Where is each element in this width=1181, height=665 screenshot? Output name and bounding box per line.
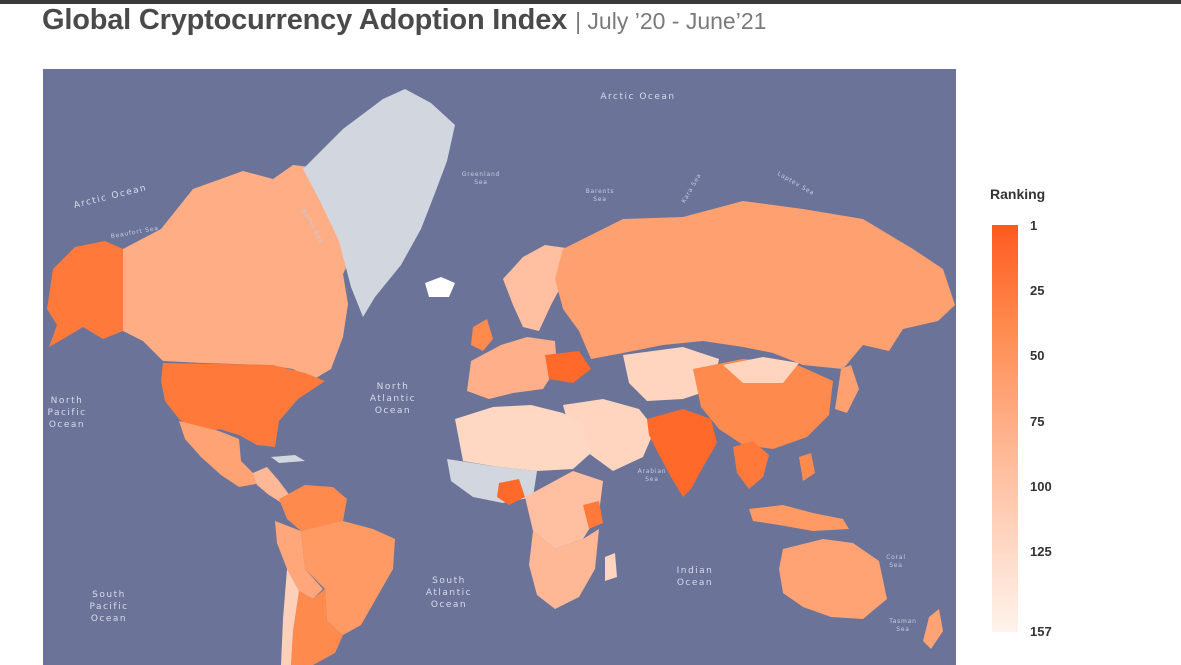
label-tasman-sea-2: Sea	[896, 626, 910, 633]
country-canada[interactable]	[123, 165, 358, 381]
label-arctic-ocean-top: Arctic Ocean	[600, 92, 675, 102]
label-barents-sea-1: Barents	[586, 188, 615, 195]
country-central-america[interactable]	[253, 467, 291, 505]
country-central-africa[interactable]	[525, 471, 603, 549]
label-greenland-sea-1: Greenland	[462, 171, 500, 178]
country-central-asia[interactable]	[623, 347, 719, 401]
country-madagascar[interactable]	[605, 553, 617, 581]
label-south-pacific-1: South	[92, 590, 126, 600]
legend-tick-50: 50	[1030, 348, 1045, 363]
country-chile[interactable]	[281, 569, 299, 665]
country-southern-africa[interactable]	[529, 529, 599, 609]
country-middle-east[interactable]	[563, 399, 655, 471]
label-coral-sea-1: Coral	[886, 554, 906, 561]
label-north-pacific-1: North	[51, 396, 84, 406]
label-south-atlantic-2: Atlantic	[426, 588, 472, 598]
label-tasman-sea-1: Tasman	[888, 618, 917, 625]
world-map[interactable]: Arctic Ocean Arctic Ocean North Pacific …	[43, 69, 956, 665]
label-indian-ocean-1: Indian	[677, 566, 714, 576]
label-south-pacific-2: Pacific	[89, 602, 128, 612]
legend-tick-100: 100	[1030, 479, 1052, 494]
label-north-atlantic-2: Atlantic	[370, 394, 416, 404]
label-north-atlantic-1: North	[377, 382, 410, 392]
country-southeast-asia[interactable]	[733, 441, 769, 489]
country-mongolia[interactable]	[723, 357, 799, 383]
country-kenya[interactable]	[583, 501, 603, 529]
country-argentina[interactable]	[291, 589, 343, 665]
label-arabian-sea-2: Sea	[645, 476, 659, 483]
country-australia[interactable]	[779, 539, 887, 619]
label-barents-sea-2: Sea	[593, 196, 607, 203]
ranking-legend: Ranking 1 25 50 75 100 125 157	[985, 184, 1095, 644]
label-north-pacific-3: Ocean	[49, 420, 85, 430]
country-india[interactable]	[647, 409, 717, 497]
country-peru-bolivia[interactable]	[275, 521, 323, 599]
country-uk[interactable]	[471, 319, 493, 351]
country-nigeria[interactable]	[497, 479, 525, 505]
country-cuba[interactable]	[271, 455, 305, 463]
country-japan[interactable]	[835, 365, 859, 413]
label-greenland-sea-2: Sea	[474, 179, 488, 186]
label-south-atlantic-1: South	[432, 576, 466, 586]
legend-tick-157: 157	[1030, 624, 1052, 639]
label-north-atlantic-3: Ocean	[375, 406, 411, 416]
country-indonesia[interactable]	[749, 505, 849, 531]
world-map-svg: Arctic Ocean Arctic Ocean North Pacific …	[43, 69, 956, 665]
legend-tick-1: 1	[1030, 218, 1038, 233]
country-brazil[interactable]	[301, 521, 395, 635]
country-north-africa[interactable]	[455, 405, 591, 471]
label-indian-ocean-2: Ocean	[677, 578, 713, 588]
country-china[interactable]	[693, 359, 833, 449]
legend-tick-25: 25	[1030, 283, 1045, 298]
country-alaska[interactable]	[47, 241, 123, 347]
label-coral-sea-2: Sea	[889, 562, 903, 569]
country-mexico[interactable]	[179, 421, 267, 487]
country-iceland[interactable]	[425, 277, 455, 297]
legend-tick-125: 125	[1030, 544, 1052, 559]
label-south-atlantic-3: Ocean	[431, 600, 467, 610]
page-subtitle: | July ’20 - June’21	[575, 8, 767, 34]
legend-tick-75: 75	[1030, 414, 1045, 429]
label-south-pacific-3: Ocean	[91, 614, 127, 624]
country-venezuela-colombia[interactable]	[279, 485, 347, 531]
country-philippines[interactable]	[799, 453, 815, 481]
legend-color-bar	[992, 225, 1018, 632]
country-western-europe[interactable]	[467, 337, 557, 399]
country-russia[interactable]	[555, 201, 955, 369]
label-arabian-sea-1: Arabian	[638, 468, 667, 475]
legend-title: Ranking	[990, 186, 1046, 202]
country-ukraine[interactable]	[545, 351, 591, 383]
country-greenland[interactable]	[303, 89, 455, 317]
label-north-pacific-2: Pacific	[47, 408, 86, 418]
page-title: Global Cryptocurrency Adoption Index	[42, 4, 568, 36]
country-new-zealand[interactable]	[923, 609, 943, 649]
title-row: Global Cryptocurrency Adoption Index | J…	[42, 4, 766, 44]
top-rule	[0, 0, 1181, 4]
country-usa[interactable]	[161, 363, 325, 447]
country-scandinavia[interactable]	[503, 245, 573, 331]
